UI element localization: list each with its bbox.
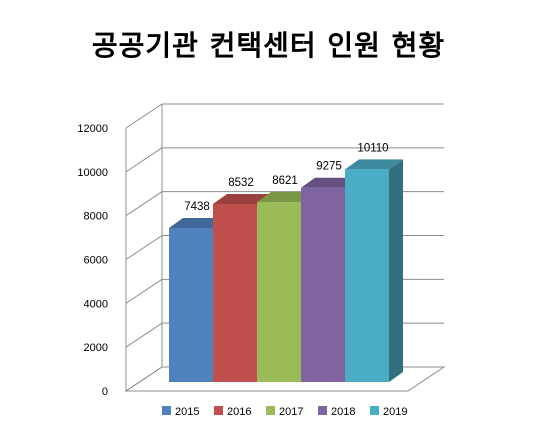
bar-2016	[213, 204, 257, 382]
legend-swatch-2017	[266, 406, 275, 415]
legend-swatch-2018	[318, 406, 327, 415]
gridline-side	[125, 103, 163, 129]
chart-floor	[124, 366, 446, 392]
y-tick-label: 10000	[77, 167, 108, 179]
y-tick-label: 6000	[84, 255, 108, 267]
legend-label-2016: 2016	[227, 406, 251, 418]
bar-top-2018	[301, 177, 359, 188]
gridline-side	[125, 147, 163, 173]
legend-swatch-2016	[214, 406, 223, 415]
data-label-2016: 8532	[228, 177, 254, 189]
legend-swatch-2019	[370, 406, 379, 415]
bar-side-2019	[389, 159, 403, 382]
bar-top-2015	[169, 217, 227, 228]
y-tick-label: 4000	[84, 298, 108, 310]
bar-top-2019	[345, 159, 403, 170]
gridline-side	[125, 278, 163, 304]
y-tick-label: 12000	[77, 123, 108, 135]
bar-2017	[257, 202, 301, 382]
bar-top-2017	[257, 192, 315, 203]
y-tick-label: 2000	[84, 342, 108, 354]
y-tick-label: 0	[102, 386, 108, 398]
gridline-side	[125, 322, 163, 348]
bar-top-2016	[213, 194, 271, 205]
legend-label-2018: 2018	[331, 406, 355, 418]
legend-swatch-2015	[162, 406, 171, 415]
chart-title: 공공기관 컨택센터 인원 현황	[91, 29, 446, 62]
legend-label-2015: 2015	[175, 406, 199, 418]
bar-2019	[345, 169, 389, 382]
bar-2018	[301, 187, 345, 382]
data-label-2019: 10110	[357, 142, 388, 154]
data-label-2017: 8621	[272, 175, 298, 187]
gridline-side	[125, 191, 163, 217]
bar-2015	[169, 227, 213, 382]
legend-label-2019: 2019	[383, 406, 407, 418]
y-tick-label: 8000	[84, 211, 108, 223]
data-label-2015: 7438	[184, 201, 210, 213]
data-label-2018: 9275	[316, 161, 342, 173]
legend-label-2017: 2017	[279, 406, 303, 418]
gridline-side	[125, 235, 163, 260]
